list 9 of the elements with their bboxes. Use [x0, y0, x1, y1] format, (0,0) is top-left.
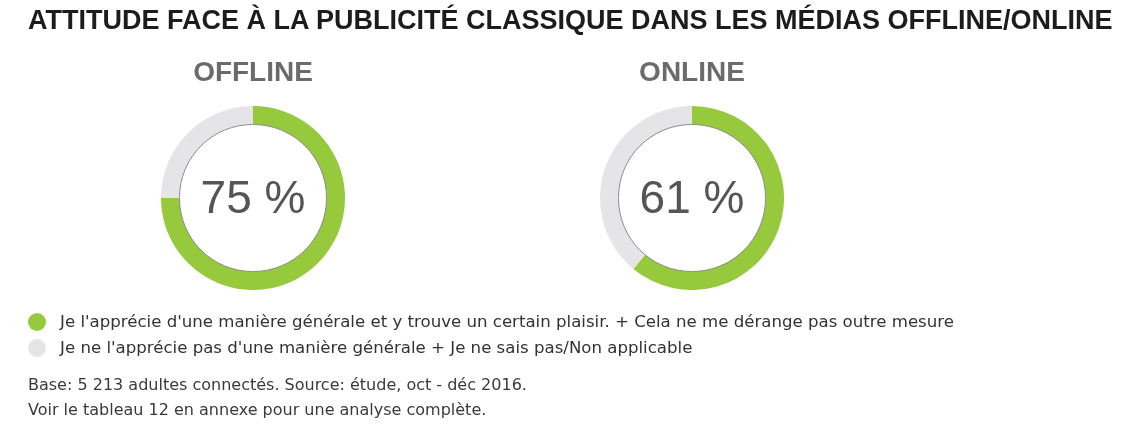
text: Voir le tableau 12 en annexe pour une analyse complète. [27, 399, 488, 421]
text: Base: 5 213 adultes connectés. Source: étude, oct - déc 2016. [27, 374, 528, 396]
chart-title: OFFLINE [193, 55, 313, 87]
legend-label: Je l'apprécie d'une manière générale et y trouve un certain plaisir. + Cela ne me dérange pas outre mesure [60, 311, 954, 333]
legend-label: Je ne l'apprécie pas d'une manière générale + Je ne sais pas/Non applicable [60, 337, 693, 359]
text: ATTITUDE FACE À LA PUBLICITÉ CLASSIQUE DANS LES MÉDIAS OFFLINE/ONLINE [28, 4, 1113, 36]
chart-title: ONLINE [639, 55, 745, 87]
data-label: 61 % [639, 170, 745, 223]
data-label: 75 % [200, 170, 306, 223]
